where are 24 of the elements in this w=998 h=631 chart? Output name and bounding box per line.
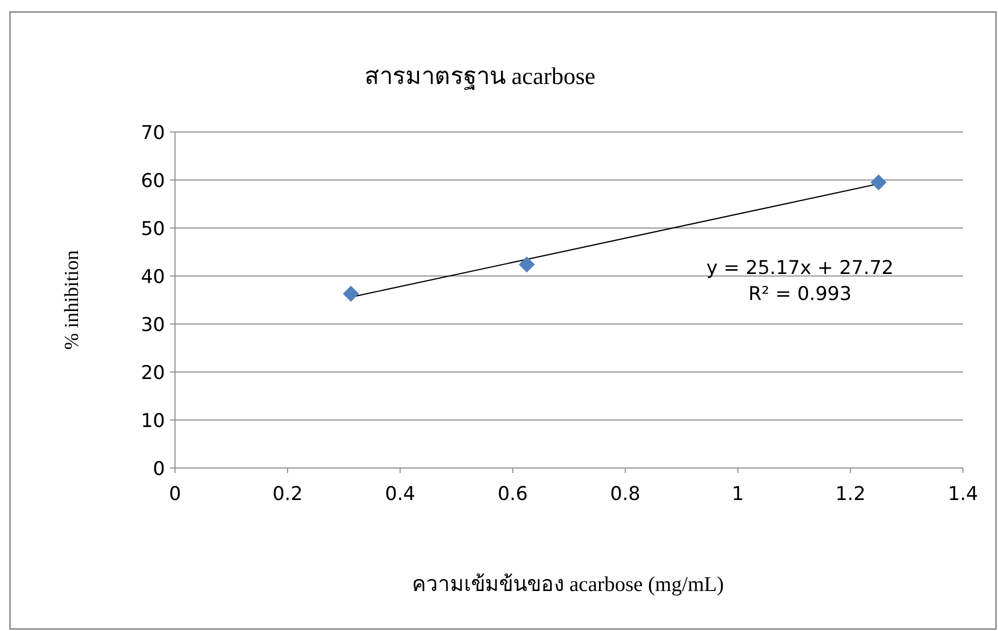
x-axis-title: ความเข้มข้นของ acarbose (mg/mL) [412, 572, 724, 596]
y-tick-label: 30 [140, 314, 165, 336]
y-tick-label: 0 [152, 458, 165, 480]
x-tick-label: 0.4 [385, 483, 416, 505]
y-tick-label: 50 [140, 218, 165, 240]
x-tick-label: 1.2 [835, 483, 866, 505]
x-tick-label: 0.2 [272, 483, 303, 505]
y-axis-title: % inhibition [61, 250, 83, 350]
point [518, 256, 535, 272]
y-tick-label: 60 [140, 170, 165, 192]
x-tick-label: 1.4 [948, 483, 978, 505]
y-tick-label: 70 [140, 122, 165, 144]
annotation: y = 25.17x + 27.72 [706, 257, 894, 279]
annotation: R² = 0.993 [748, 283, 852, 305]
y-tick-label: 40 [140, 266, 165, 288]
x-tick-label: 1 [732, 483, 744, 505]
y-tick-label: 10 [140, 410, 165, 432]
x-tick-label: 0.8 [610, 483, 640, 505]
x-tick-label: 0 [168, 483, 182, 505]
y-tick-label: 20 [140, 362, 165, 384]
chart-title: สารมาตรฐาน acarbose [364, 64, 596, 90]
point [342, 286, 359, 302]
x-tick-label: 0.6 [498, 483, 528, 505]
point [870, 174, 887, 190]
